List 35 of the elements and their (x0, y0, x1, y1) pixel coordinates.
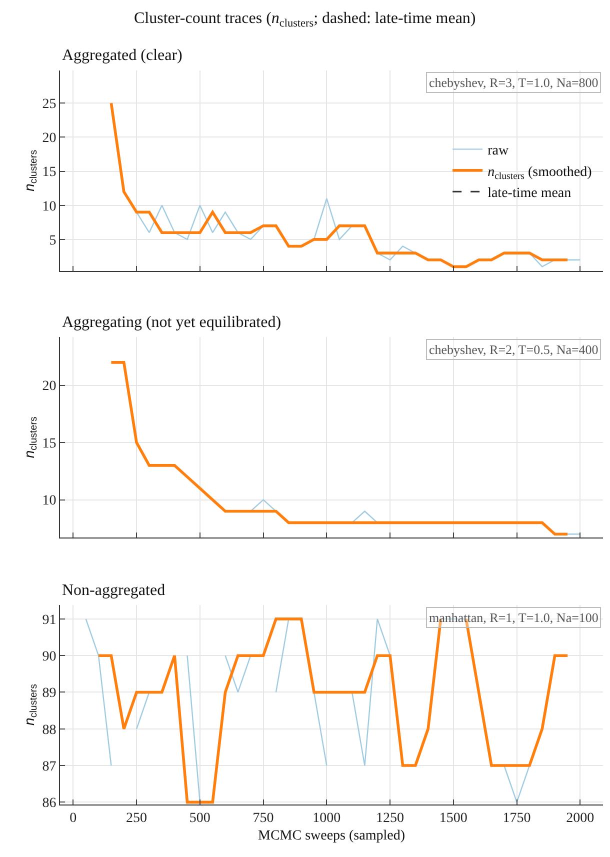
y-tick-label: 89 (42, 686, 56, 702)
y-tick-label: 20 (42, 379, 56, 394)
x-tick-label: 500 (189, 811, 210, 826)
x-tick-label: 1500 (439, 811, 468, 826)
y-tick-label: 10 (42, 199, 56, 214)
chart-subtitle: Aggregated (clear) (62, 47, 182, 64)
x-tick-label: 0 (70, 811, 77, 826)
legend-label: raw (488, 144, 510, 159)
x-tick-label: 750 (252, 811, 274, 826)
x-tick-label: 1000 (312, 811, 341, 826)
y-tick-label: 15 (42, 165, 56, 180)
y-tick-label: 91 (42, 612, 56, 628)
x-tick-label: 1750 (502, 811, 531, 826)
line-series (110, 361, 569, 536)
chart-title: Cluster-count traces (n$_{clusters}$; dashed: late-time mean) (134, 10, 476, 30)
y-tick-label: 5 (49, 233, 56, 248)
y-tick-label: 10 (42, 494, 56, 509)
y-tick-label: 86 (42, 796, 56, 812)
y-tick-label: 15 (42, 436, 56, 452)
legend-label: late-time mean (488, 186, 572, 202)
y-tick-label: 90 (42, 649, 56, 664)
chart-subtitle: Non-aggregated (62, 582, 166, 599)
x-tick-label: 1250 (376, 811, 404, 826)
x-tick-label: 2000 (566, 811, 594, 826)
y-tick-label: 25 (42, 97, 56, 112)
y-tick-label: 88 (42, 722, 56, 738)
x-axis-title: MCMC sweeps (sampled) (258, 828, 406, 844)
annotation: chebyshev, R=3, T=1.0, Na=800 (429, 75, 598, 90)
chart-subtitle: Aggregating (not yet equilibrated) (62, 314, 282, 331)
y-tick-label: 20 (42, 131, 56, 146)
legend-label: n$_{clusters}$ (smoothed) (488, 164, 592, 182)
annotation: chebyshev, R=2, T=0.5, Na=400 (429, 342, 598, 357)
annotation: manhattan, R=1, T=1.0, Na=100 (429, 610, 598, 625)
y-tick-label: 87 (42, 759, 56, 774)
x-tick-label: 250 (126, 811, 148, 826)
